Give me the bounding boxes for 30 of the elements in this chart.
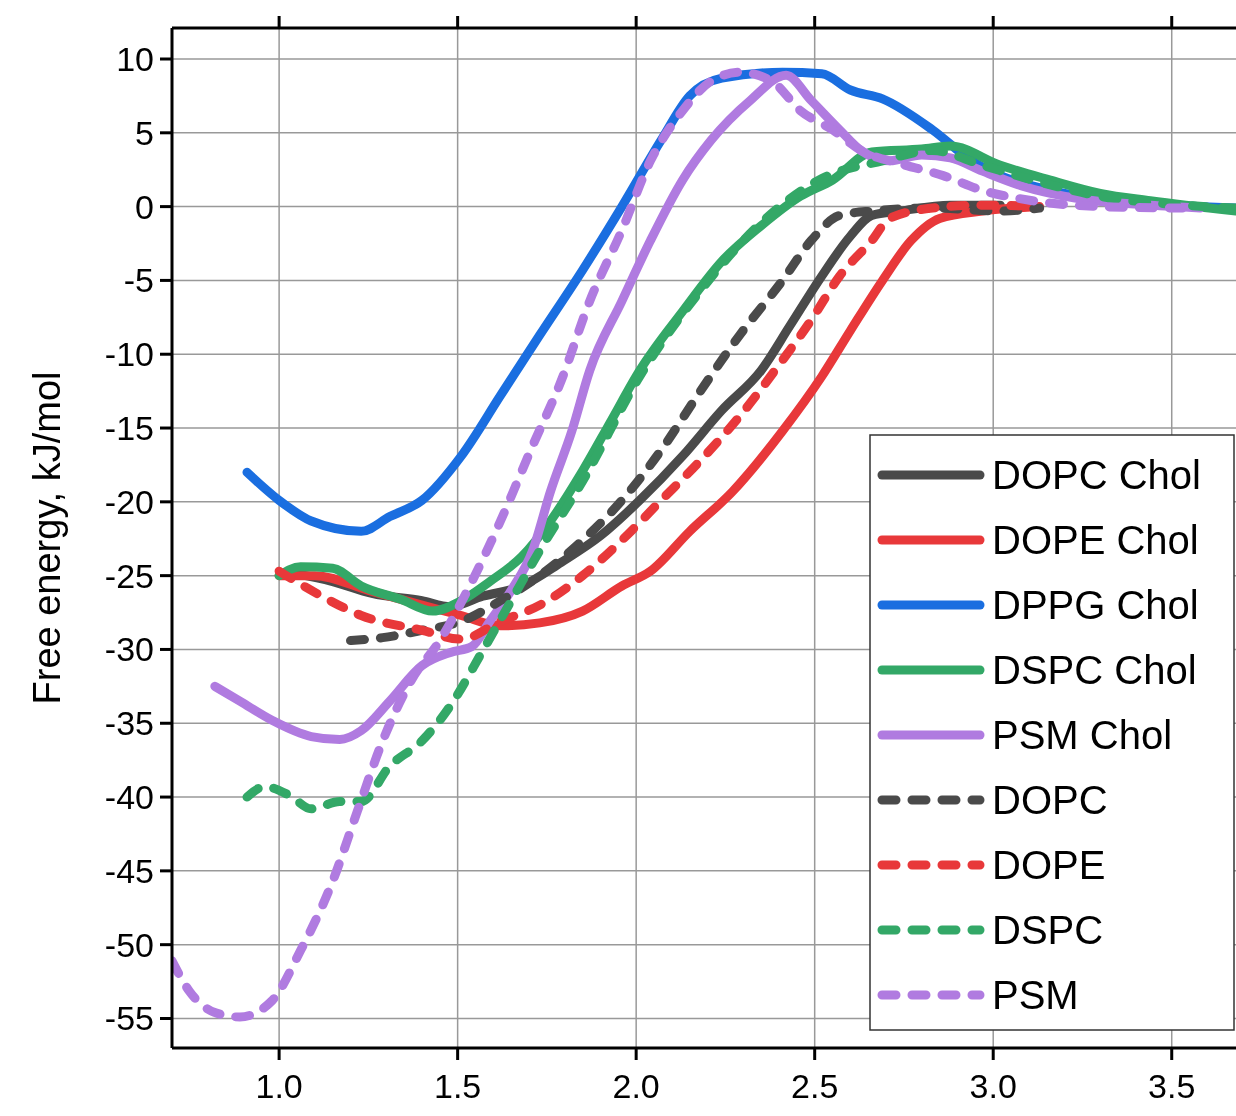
y-tick-label: -55 bbox=[104, 999, 154, 1038]
x-tick-label: 2.0 bbox=[612, 1067, 660, 1105]
y-tick-label: -20 bbox=[104, 482, 154, 521]
y-tick-label: -50 bbox=[104, 925, 154, 964]
y-tick-label: -15 bbox=[104, 408, 154, 447]
y-tick-label: -10 bbox=[104, 335, 154, 374]
y-tick-label: -35 bbox=[104, 704, 154, 743]
legend-label: DOPC Chol bbox=[992, 453, 1201, 497]
x-tick-label: 1.5 bbox=[434, 1067, 482, 1105]
y-axis-title: Free energy, kJ/mol bbox=[26, 371, 68, 705]
x-tick-label: 3.5 bbox=[1148, 1067, 1196, 1105]
y-tick-label: 10 bbox=[116, 39, 154, 78]
legend-label: DOPC bbox=[992, 778, 1108, 822]
x-tick-label: 1.0 bbox=[255, 1067, 303, 1105]
legend-label: DOPE Chol bbox=[992, 518, 1199, 562]
y-tick-label: 0 bbox=[135, 187, 154, 226]
legend-label: PSM Chol bbox=[992, 713, 1173, 757]
x-tick-label: 3.0 bbox=[969, 1067, 1017, 1105]
y-tick-label: -40 bbox=[104, 777, 154, 816]
y-tick-label: -30 bbox=[104, 630, 154, 669]
y-tick-label: -5 bbox=[123, 261, 154, 300]
legend-label: DSPC Chol bbox=[992, 648, 1197, 692]
legend-label: DOPE bbox=[992, 843, 1106, 887]
legend-label: PSM bbox=[992, 973, 1079, 1017]
x-tick-label: 2.5 bbox=[791, 1067, 839, 1105]
legend-label: DPPG Chol bbox=[992, 583, 1199, 627]
y-tick-label: -45 bbox=[104, 851, 154, 890]
y-tick-label: -25 bbox=[104, 556, 154, 595]
y-tick-label: 5 bbox=[135, 113, 154, 152]
legend-label: DSPC bbox=[992, 908, 1104, 952]
